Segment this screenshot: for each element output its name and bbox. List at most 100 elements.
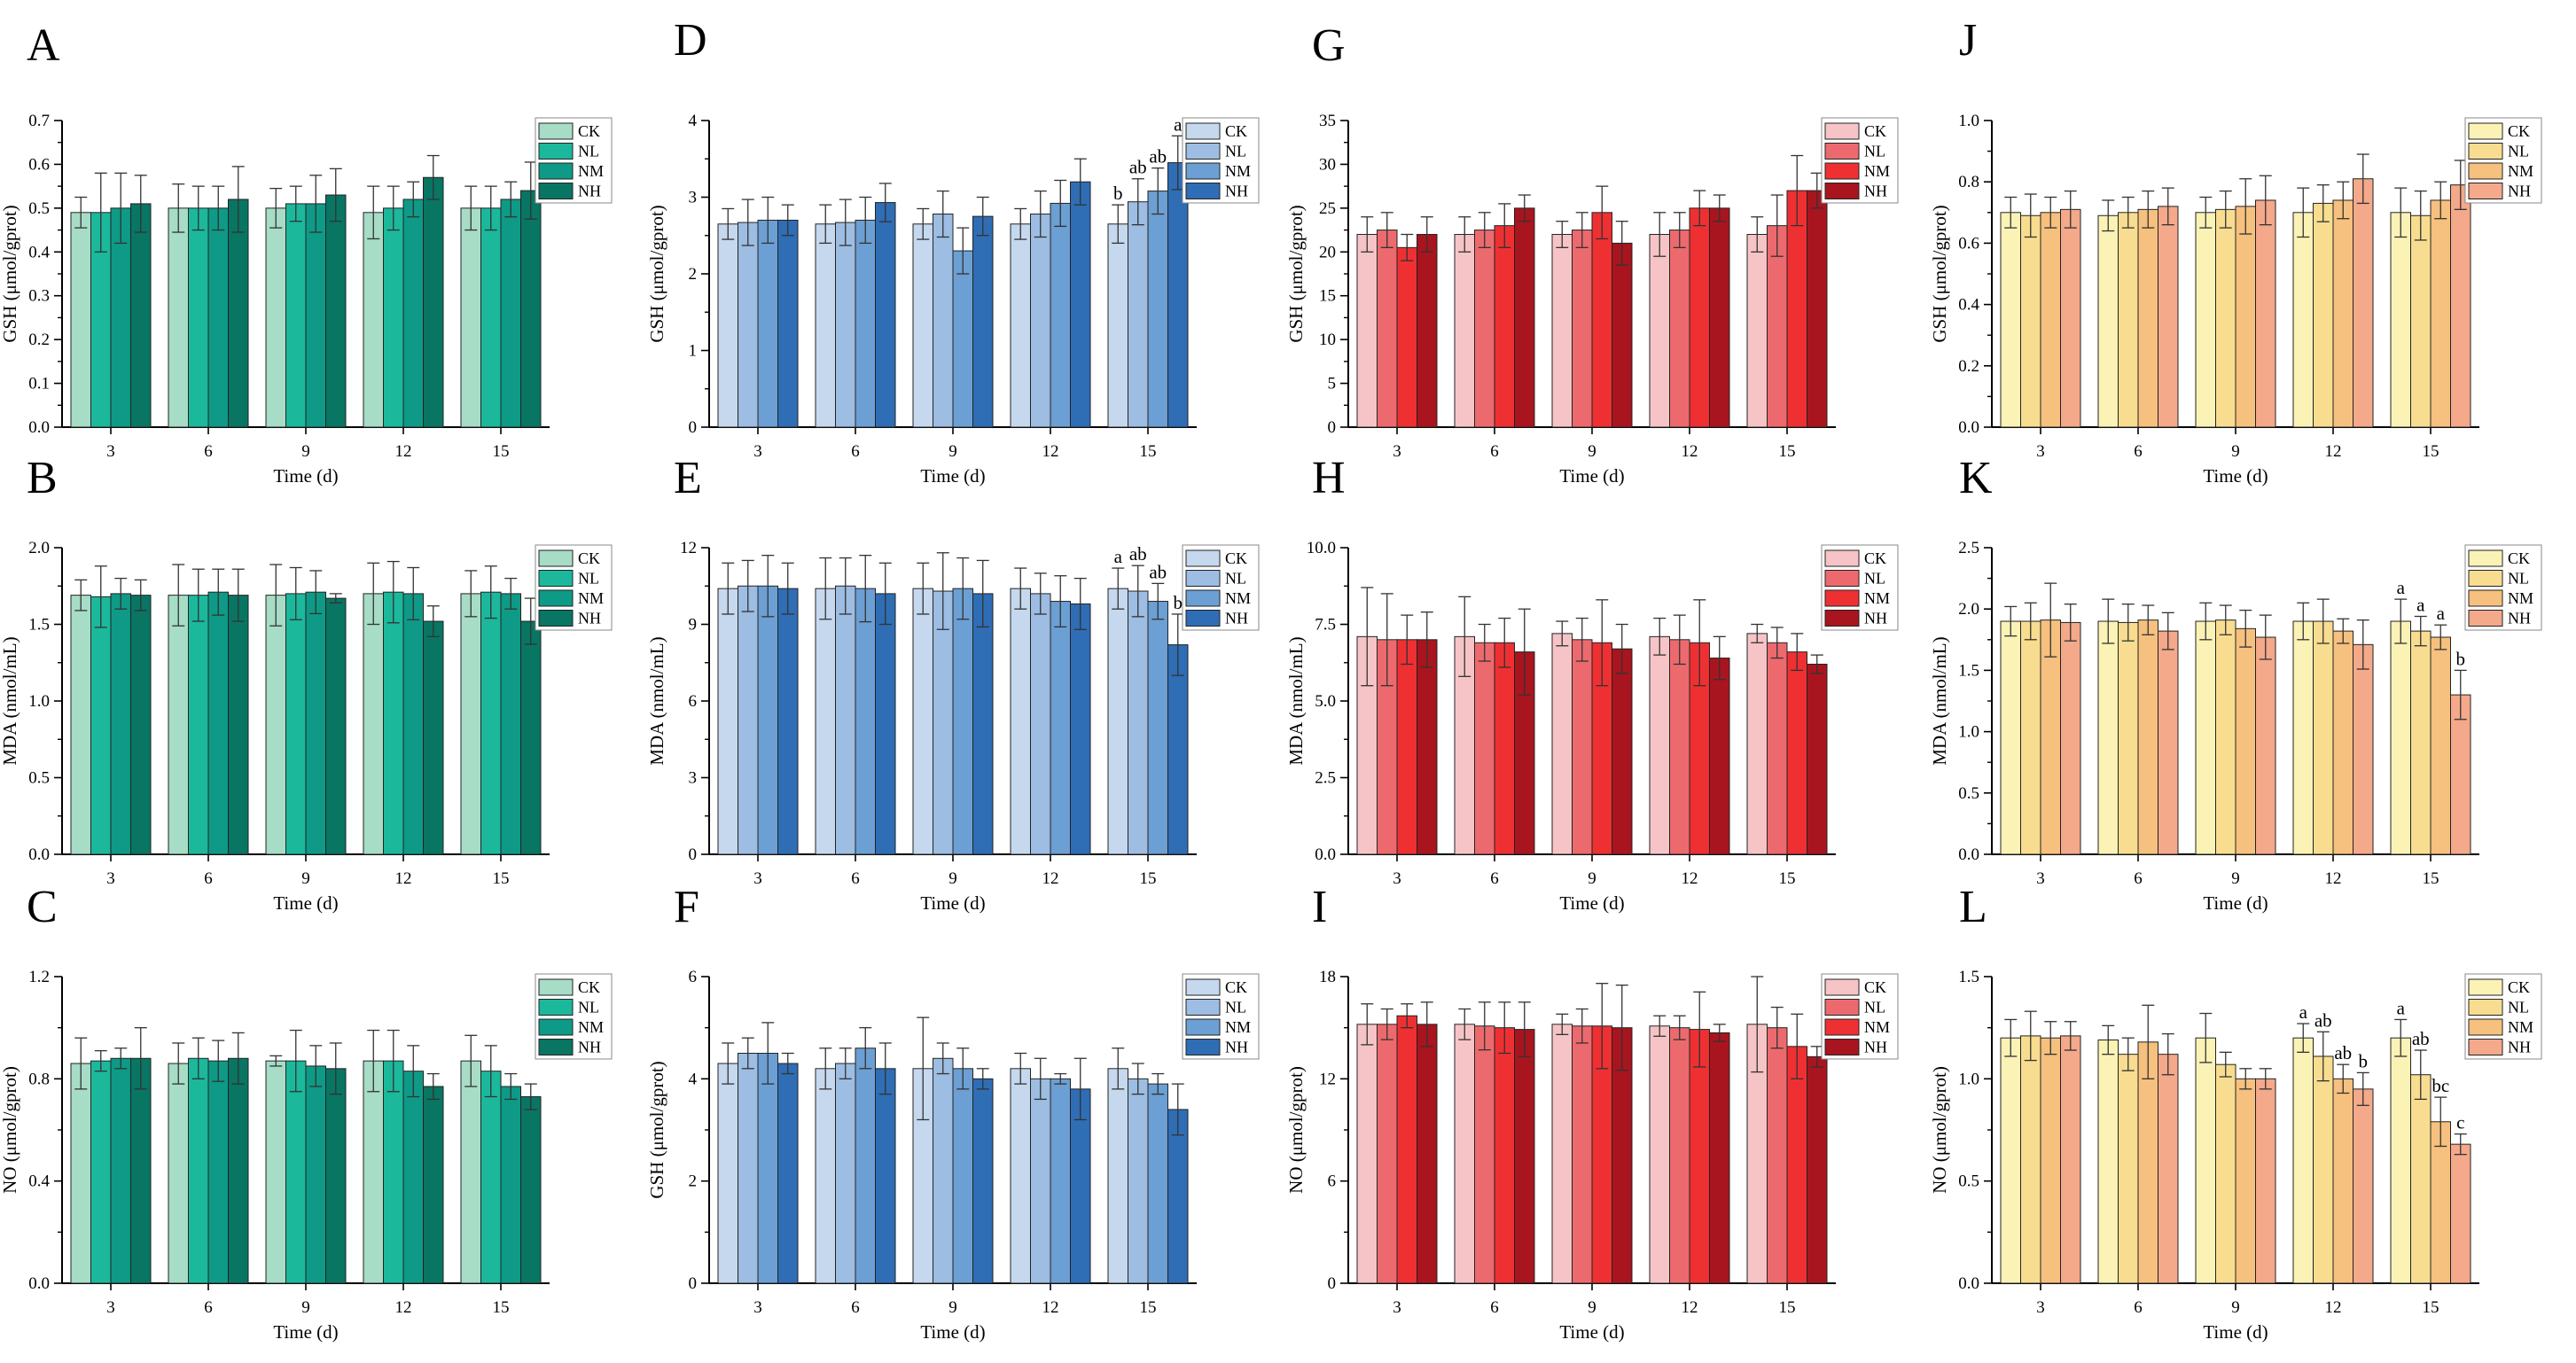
y-tick-label: 0.3 [28, 287, 50, 306]
bar-nh [325, 194, 347, 428]
y-tick-label: 0.0 [28, 1274, 50, 1293]
bar-ck [1551, 633, 1573, 855]
x-tick-label: 12 [395, 442, 412, 461]
x-tick-label: 3 [753, 1298, 762, 1317]
y-tick-label: 20 [1319, 243, 1336, 261]
legend-label-nh: NH [1225, 1039, 1248, 1056]
legend-label-nm: NM [2508, 589, 2533, 607]
y-axis-label: GSH (μmol/gprot) [1285, 205, 1307, 342]
x-tick-label: 6 [851, 442, 860, 461]
panel-letter-c: C [27, 882, 58, 932]
panel-c: C 0.0 0.4 0.8 1.2 NO (μmol/gprot) 3 6 9 12 15 Time … [0, 882, 613, 1343]
bar-nh [130, 595, 152, 855]
legend-label-nl: NL [1225, 999, 1246, 1016]
bar-nl [188, 595, 209, 855]
bar-ck [2292, 620, 2314, 855]
y-tick-label: 0.0 [1958, 845, 1979, 864]
bar-ck [717, 588, 738, 855]
bar-ck [265, 1060, 286, 1284]
bar-nl [1572, 639, 1593, 855]
legend-label-nh: NH [578, 183, 601, 200]
bar-ck [265, 207, 286, 428]
legend-label-nh: NH [1225, 183, 1248, 200]
bar-nl [933, 214, 954, 428]
legend-swatch-nh [538, 183, 574, 199]
bar-nh [228, 199, 249, 428]
bar-nh [1807, 190, 1828, 428]
bar-nh [1070, 603, 1091, 855]
bar-nl [1572, 230, 1593, 428]
significance-label: b [1174, 592, 1183, 613]
bar-nm [757, 1053, 778, 1284]
bar-nm [1396, 246, 1417, 428]
x-tick-label: 9 [2231, 442, 2240, 461]
y-tick-label: 0.1 [28, 375, 50, 393]
y-tick-label: 0.2 [28, 331, 50, 349]
y-tick-label: 0.8 [1958, 173, 1979, 191]
bar-ck [70, 595, 91, 855]
significance-label: ab [1149, 561, 1167, 582]
x-tick-label: 15 [1140, 869, 1157, 888]
bar-nm [2137, 619, 2158, 855]
legend-swatch-ck [1185, 978, 1221, 996]
significance-label: ab [1149, 146, 1167, 167]
legend-swatch-nl [2468, 570, 2503, 587]
bar-nl [2215, 1063, 2236, 1284]
panel-letter-a: A [27, 20, 60, 71]
legend-label-nl: NL [1864, 570, 1885, 588]
x-tick-label: 3 [2036, 442, 2045, 461]
legend-label-nm: NM [578, 589, 604, 607]
bar-nl [90, 1060, 112, 1284]
legend-swatch-nm [1824, 1018, 1860, 1036]
y-tick-label: 30 [1319, 155, 1336, 174]
bar-nm [2040, 1037, 2061, 1284]
bar-nl [1474, 230, 1495, 428]
legend-swatch-nl [538, 570, 574, 587]
legend-label-nl: NL [578, 999, 599, 1016]
y-tick-label: 10 [1319, 331, 1336, 349]
bar-nl [2410, 214, 2432, 428]
legend-label-nm: NM [2508, 162, 2533, 180]
x-tick-label: 9 [301, 1298, 310, 1317]
x-axis-label: Time (d) [920, 892, 985, 914]
bar-nl [480, 1071, 502, 1284]
bar-nm [110, 1057, 131, 1284]
legend-swatch-nl [1185, 570, 1221, 587]
y-tick-label: 5 [1328, 375, 1337, 393]
legend-swatch-nh [2468, 1039, 2503, 1055]
y-tick-label: 0.0 [1958, 1274, 1979, 1293]
legend-label-nh: NH [1864, 1039, 1887, 1056]
y-tick-label: 1.2 [28, 968, 50, 986]
bar-nl [1128, 1078, 1149, 1284]
panel-letter-h: H [1312, 453, 1346, 503]
panel-k: K 0.0 0.5 1.0 1.5 2.0 2.5 MDA (nmol/mL) 3 6 9 12 15 a… [1929, 453, 2542, 914]
bar-nm [2235, 627, 2256, 855]
bar-nm [2040, 212, 2061, 428]
legend-swatch-ck [1824, 549, 1860, 567]
bar-nl [933, 590, 954, 855]
legend-swatch-nm [2468, 1018, 2503, 1036]
legend-label-ck: CK [578, 122, 600, 140]
x-tick-label: 9 [301, 442, 310, 461]
legend-label-ck: CK [2508, 978, 2530, 996]
bar-nh [1417, 639, 1438, 855]
bar-nm [1396, 1015, 1417, 1284]
legend-swatch-nl [1824, 143, 1860, 160]
x-tick-label: 12 [1682, 869, 1698, 888]
bar-nh [1417, 1024, 1438, 1284]
legend-label-ck: CK [578, 549, 600, 567]
bar-ck [1010, 223, 1031, 428]
y-tick-label: 6 [689, 692, 698, 711]
bar-nm [2332, 1078, 2354, 1284]
legend-label-ck: CK [1864, 122, 1886, 140]
bar-nh [2353, 643, 2374, 855]
legend-swatch-nl [2468, 999, 2503, 1016]
x-tick-label: 12 [1682, 442, 1698, 461]
bar-nh [325, 597, 347, 855]
x-tick-label: 3 [106, 869, 115, 888]
y-tick-label: 3 [689, 189, 698, 207]
y-tick-label: 0.4 [1958, 296, 1979, 315]
bar-nl [2313, 1055, 2334, 1284]
bar-ck [1010, 588, 1031, 855]
y-tick-label: 0.0 [28, 418, 50, 437]
